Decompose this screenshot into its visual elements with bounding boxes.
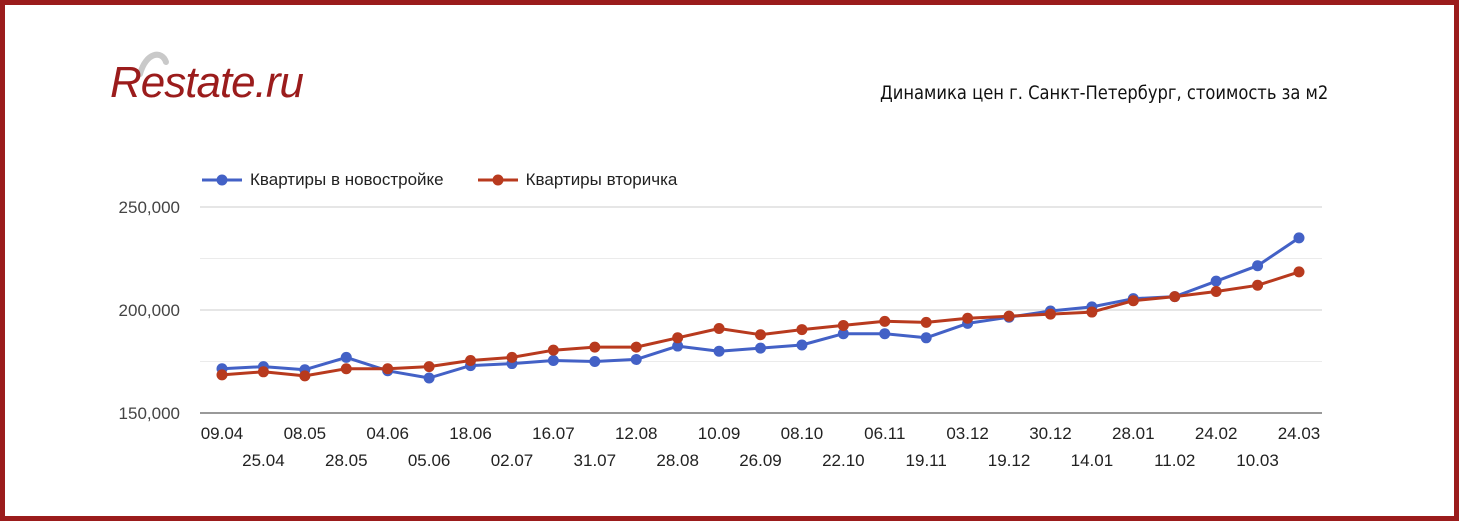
y-tick-label: 150,000 — [119, 404, 180, 423]
series-1-point — [630, 353, 642, 365]
x-tick-label: 22.10 — [822, 451, 865, 470]
series-line-2 — [221, 270, 1300, 378]
series-1-point — [1293, 232, 1305, 244]
x-tick-label: 11.02 — [1154, 451, 1195, 470]
x-tick-label: 06.11 — [864, 424, 905, 443]
series-2-point — [340, 363, 352, 375]
x-tick-label: 24.03 — [1278, 424, 1321, 443]
x-tick-label: 19.12 — [988, 451, 1031, 470]
series-1-point — [796, 339, 808, 351]
series-1-point — [547, 354, 559, 366]
chart-legend: Квартиры в новостройке Квартиры вторичка — [202, 168, 711, 192]
series-1-point — [755, 342, 766, 354]
series-2-point — [299, 370, 311, 382]
series-2-point — [796, 324, 808, 336]
y-tick-label: 200,000 — [119, 301, 180, 320]
series-2-point — [257, 366, 269, 378]
legend-item-new-buildings: Квартиры в новостройке — [202, 170, 444, 190]
series-2-point — [423, 361, 435, 373]
x-tick-label: 28.08 — [656, 451, 699, 470]
series-2-point — [920, 316, 932, 328]
legend-swatch-new-buildings — [202, 174, 242, 186]
x-tick-label: 05.06 — [408, 451, 451, 470]
series-2-point — [1044, 308, 1056, 320]
series-2-point — [589, 341, 601, 353]
x-tick-label: 10.03 — [1236, 451, 1279, 470]
series-1-point — [920, 332, 932, 344]
x-tick-label: 14.01 — [1071, 451, 1114, 470]
series-1-point — [423, 372, 435, 384]
legend-swatch-secondary — [477, 174, 518, 186]
series-2-point — [962, 312, 974, 324]
series-2-point — [1169, 291, 1181, 303]
x-tick-label: 25.04 — [242, 451, 285, 470]
x-tick-label: 03.12 — [946, 424, 989, 443]
x-tick-label: 26.09 — [739, 451, 782, 470]
x-tick-label: 28.05 — [325, 451, 368, 470]
series-1-point — [672, 340, 684, 352]
series-2-point — [465, 354, 477, 366]
series-1-point — [713, 345, 725, 357]
series-2-point — [382, 363, 394, 375]
x-tick-label: 08.05 — [284, 424, 327, 443]
series-2-point — [1127, 295, 1139, 307]
series-2-point — [837, 319, 849, 331]
series-2-point — [547, 344, 559, 356]
series-2-point — [1210, 285, 1222, 297]
series-1-point — [589, 356, 601, 367]
series-2-point — [1003, 310, 1015, 322]
restate-logo: Restate.ru — [102, 48, 342, 118]
series-1-point — [879, 328, 891, 340]
series-2-point — [755, 329, 766, 341]
x-tick-label: 02.07 — [491, 451, 534, 470]
x-tick-label: 12.08 — [615, 424, 658, 443]
series-2-point — [1252, 279, 1264, 291]
series-2-point — [630, 341, 642, 353]
series-2-point — [1293, 266, 1305, 278]
series-2-point — [1086, 306, 1098, 318]
x-tick-label: 28.01 — [1112, 424, 1155, 443]
x-tick-label: 08.10 — [781, 424, 824, 443]
legend-item-secondary: Квартиры вторичка — [477, 170, 678, 190]
legend-label-new-buildings: Квартиры в новостройке — [250, 170, 444, 189]
series-1-point — [837, 328, 849, 340]
series-2-point — [879, 315, 891, 327]
x-tick-label: 31.07 — [574, 451, 617, 470]
x-tick-label: 16.07 — [532, 424, 575, 443]
x-tick-label: 19.11 — [906, 451, 947, 470]
series-2-point — [506, 351, 518, 363]
x-tick-label: 24.02 — [1195, 424, 1238, 443]
y-tick-label: 250,000 — [119, 198, 180, 217]
series-2-point — [713, 323, 725, 335]
logo-swoosh-icon — [137, 51, 169, 77]
series-2-point — [216, 369, 228, 381]
x-tick-label: 30.12 — [1029, 424, 1072, 443]
series-1-point — [1252, 260, 1264, 272]
series-1-point — [1210, 275, 1222, 287]
x-tick-label: 04.06 — [366, 424, 409, 443]
series-2-point — [672, 332, 684, 344]
chart-title: Динамика цен г. Санкт-Петербург, стоимос… — [879, 82, 1328, 104]
logo-text: Restate.ru — [110, 58, 304, 107]
x-tick-label: 10.09 — [698, 424, 741, 443]
x-tick-label: 09.04 — [201, 424, 244, 443]
series-1-point — [340, 351, 352, 363]
legend-label-secondary: Квартиры вторичка — [525, 170, 678, 189]
x-tick-label: 18.06 — [449, 424, 492, 443]
